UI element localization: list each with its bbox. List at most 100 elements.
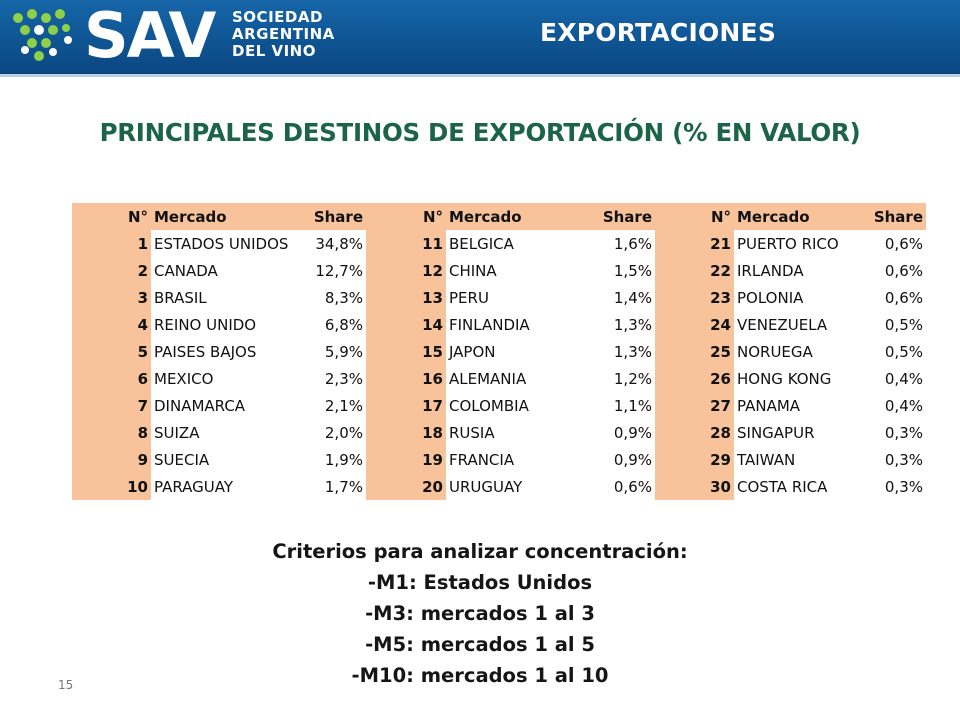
rank-number-cell: 12	[366, 257, 446, 284]
rank-number-cell: 18	[366, 419, 446, 446]
share-cell: 34,8%	[299, 230, 366, 257]
rank-number-cell: 8	[72, 419, 151, 446]
header-num: N°	[366, 203, 446, 230]
rank-number-cell: 25	[655, 338, 734, 365]
share-cell: 1,2%	[576, 365, 655, 392]
share-cell: 0,5%	[853, 338, 926, 365]
header-share: Share	[853, 203, 926, 230]
share-cell: 8,3%	[299, 284, 366, 311]
share-cell: 0,6%	[853, 257, 926, 284]
rank-number-cell: 11	[366, 230, 446, 257]
org-line: DEL VINO	[232, 42, 316, 60]
table-body: 1 ESTADOS UNIDOS 34,8% 11 BELGICA 1,6% 21 PUERT…	[72, 230, 926, 500]
table-row: 8 SUIZA 2,0% 18 RUSIA 0,9% 28 SINGAPUR 0,3%	[72, 419, 926, 446]
market-cell: VENEZUELA	[734, 311, 853, 338]
market-cell: SUIZA	[151, 419, 299, 446]
share-cell: 0,6%	[853, 284, 926, 311]
share-cell: 0,9%	[576, 419, 655, 446]
share-cell: 0,6%	[853, 230, 926, 257]
share-cell: 6,8%	[299, 311, 366, 338]
rank-number-cell: 23	[655, 284, 734, 311]
rank-number-cell: 9	[72, 446, 151, 473]
market-cell: REINO UNIDO	[151, 311, 299, 338]
market-cell: CANADA	[151, 257, 299, 284]
rank-number-cell: 27	[655, 392, 734, 419]
share-cell: 1,9%	[299, 446, 366, 473]
section-title: EXPORTACIONES	[540, 18, 777, 47]
share-cell: 5,9%	[299, 338, 366, 365]
criteria-item: -M3: mercados 1 al 3	[365, 602, 595, 625]
page-title: PRINCIPALES DESTINOS DE EXPORTACIÓN (% E…	[99, 118, 861, 147]
market-cell: PAISES BAJOS	[151, 338, 299, 365]
table-row: 6 MEXICO 2,3% 16 ALEMANIA 1,2% 26 HONG KONG 0,4%	[72, 365, 926, 392]
share-cell: 1,3%	[576, 338, 655, 365]
share-cell: 1,4%	[576, 284, 655, 311]
share-cell: 2,1%	[299, 392, 366, 419]
table-row: 2 CANADA 12,7% 12 CHINA 1,5% 22 IRLANDA 0,6%	[72, 257, 926, 284]
rank-number-cell: 29	[655, 446, 734, 473]
market-cell: FINLANDIA	[446, 311, 576, 338]
share-cell: 0,9%	[576, 446, 655, 473]
criteria-item: -M1: Estados Unidos	[367, 571, 593, 594]
share-cell: 2,0%	[299, 419, 366, 446]
header-num: N°	[72, 203, 151, 230]
logo-org-name: SOCIEDAD ARGENTINA DEL VINO	[232, 9, 335, 60]
market-cell: NORUEGA	[734, 338, 853, 365]
share-cell: 0,4%	[853, 392, 926, 419]
market-cell: FRANCIA	[446, 446, 576, 473]
table-row: 4 REINO UNIDO 6,8% 14 FINLANDIA 1,3% 24 VENEZUE…	[72, 311, 926, 338]
rank-number-cell: 6	[72, 365, 151, 392]
criteria-item: -M10: mercados 1 al 10	[351, 664, 609, 687]
market-cell: IRLANDA	[734, 257, 853, 284]
header-bar: SAV SOCIEDAD ARGENTINA DEL VINO EXPORTAC…	[0, 0, 960, 77]
market-cell: ESTADOS UNIDOS	[151, 230, 299, 257]
market-cell: PUERTO RICO	[734, 230, 853, 257]
page-number: 15	[58, 678, 74, 692]
market-cell: TAIWAN	[734, 446, 853, 473]
market-cell: CHINA	[446, 257, 576, 284]
header-market: Mercado	[734, 203, 853, 230]
rank-number-cell: 24	[655, 311, 734, 338]
share-cell: 0,5%	[853, 311, 926, 338]
market-cell: COSTA RICA	[734, 473, 853, 500]
market-cell: COLOMBIA	[446, 392, 576, 419]
market-cell: PANAMA	[734, 392, 853, 419]
share-cell: 0,3%	[853, 446, 926, 473]
market-cell: ALEMANIA	[446, 365, 576, 392]
market-cell: BELGICA	[446, 230, 576, 257]
share-cell: 1,5%	[576, 257, 655, 284]
market-cell: URUGUAY	[446, 473, 576, 500]
rank-number-cell: 5	[72, 338, 151, 365]
rank-number-cell: 28	[655, 419, 734, 446]
header-market: Mercado	[151, 203, 299, 230]
share-cell: 0,3%	[853, 473, 926, 500]
grape-dots-logo-icon	[13, 9, 72, 61]
market-cell: SINGAPUR	[734, 419, 853, 446]
rank-number-cell: 7	[72, 392, 151, 419]
market-cell: PERU	[446, 284, 576, 311]
rank-number-cell: 13	[366, 284, 446, 311]
logo-sav-text: SAV	[84, 0, 216, 72]
header-share: Share	[576, 203, 655, 230]
rank-number-cell: 3	[72, 284, 151, 311]
share-cell: 12,7%	[299, 257, 366, 284]
share-cell: 0,6%	[576, 473, 655, 500]
rank-number-cell: 30	[655, 473, 734, 500]
rank-number-cell: 19	[366, 446, 446, 473]
market-cell: BRASIL	[151, 284, 299, 311]
rank-number-cell: 22	[655, 257, 734, 284]
rank-number-cell: 10	[72, 473, 151, 500]
market-cell: MEXICO	[151, 365, 299, 392]
org-line: SOCIEDAD	[232, 8, 323, 26]
rank-number-cell: 15	[366, 338, 446, 365]
share-cell: 1,3%	[576, 311, 655, 338]
rank-number-cell: 20	[366, 473, 446, 500]
market-cell: PARAGUAY	[151, 473, 299, 500]
rank-number-cell: 16	[366, 365, 446, 392]
market-cell: POLONIA	[734, 284, 853, 311]
share-cell: 0,4%	[853, 365, 926, 392]
table-row: 1 ESTADOS UNIDOS 34,8% 11 BELGICA 1,6% 21 PUERT…	[72, 230, 926, 257]
share-cell: 1,7%	[299, 473, 366, 500]
table-row: 10 PARAGUAY 1,7% 20 URUGUAY 0,6% 30 COSTA RICA 0…	[72, 473, 926, 500]
rank-number-cell: 4	[72, 311, 151, 338]
